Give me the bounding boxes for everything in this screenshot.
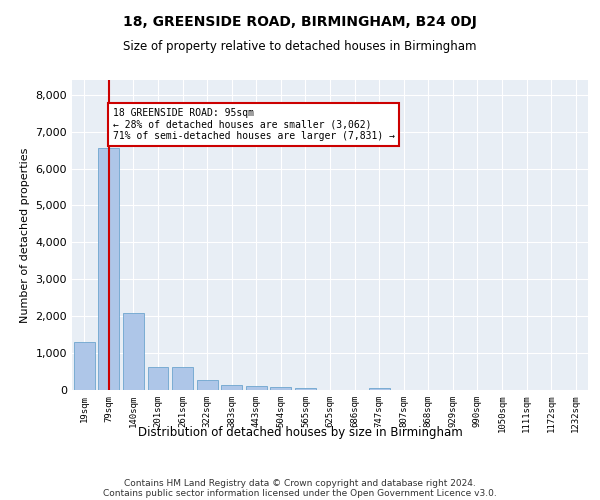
Bar bbox=[221, 385, 242, 390]
Bar bbox=[123, 312, 144, 390]
Text: 18, GREENSIDE ROAD, BIRMINGHAM, B24 0DJ: 18, GREENSIDE ROAD, BIRMINGHAM, B24 0DJ bbox=[123, 15, 477, 29]
Bar bbox=[271, 387, 292, 390]
Text: Contains public sector information licensed under the Open Government Licence v3: Contains public sector information licen… bbox=[103, 488, 497, 498]
Bar bbox=[148, 367, 169, 390]
Text: Contains HM Land Registry data © Crown copyright and database right 2024.: Contains HM Land Registry data © Crown c… bbox=[124, 478, 476, 488]
Y-axis label: Number of detached properties: Number of detached properties bbox=[20, 148, 30, 322]
Bar bbox=[368, 388, 389, 390]
Text: Distribution of detached houses by size in Birmingham: Distribution of detached houses by size … bbox=[137, 426, 463, 439]
Bar bbox=[197, 380, 218, 390]
Bar bbox=[172, 367, 193, 390]
Bar bbox=[74, 342, 95, 390]
Bar bbox=[295, 388, 316, 390]
Text: 18 GREENSIDE ROAD: 95sqm
← 28% of detached houses are smaller (3,062)
71% of sem: 18 GREENSIDE ROAD: 95sqm ← 28% of detach… bbox=[113, 108, 395, 141]
Bar bbox=[98, 148, 119, 390]
Text: Size of property relative to detached houses in Birmingham: Size of property relative to detached ho… bbox=[123, 40, 477, 53]
Bar bbox=[246, 386, 267, 390]
